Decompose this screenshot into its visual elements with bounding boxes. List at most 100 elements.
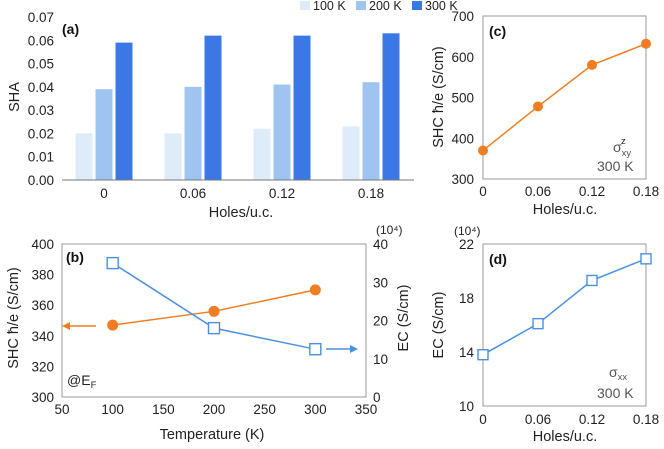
y2-tick-label: 30 xyxy=(373,275,388,290)
panel-d-label: (d) xyxy=(489,251,507,267)
x-tick-label: 0 xyxy=(479,184,487,199)
y-tick-label: 0.02 xyxy=(28,126,54,141)
ec-series-line xyxy=(482,258,647,356)
ec-point xyxy=(586,274,598,287)
legend-label-100k: 100 K xyxy=(313,0,346,13)
y2-tick-label: 0 xyxy=(373,390,381,405)
panel-c-label: (c) xyxy=(489,23,506,39)
panel-d: (10⁴) (d) 10 14 18 22 0 0.06 0.12 0.18 σxx 300… xyxy=(431,224,659,445)
panel-b-right-arrow-icon xyxy=(350,345,358,353)
panel-b-y-ticks: 300 320 340 360 380 400 xyxy=(31,237,54,405)
shc-series-line xyxy=(482,43,647,152)
x-tick-label: 0.06 xyxy=(525,412,551,427)
y-tick-label: 360 xyxy=(31,298,54,313)
panel-d-x-label: Holes/u.c. xyxy=(533,429,597,445)
panel-d-sigma: σ xyxy=(609,364,618,380)
y2-tick-label: 10 xyxy=(373,352,388,367)
panel-b-annotation-base: @E xyxy=(67,372,91,388)
y-tick-label: 10 xyxy=(459,399,474,414)
panel-d-y-ticks: 10 14 18 22 xyxy=(459,237,475,414)
y-tick-label: 320 xyxy=(31,359,54,374)
bar xyxy=(184,86,202,180)
x-tick-label: 0.18 xyxy=(633,412,659,427)
panel-b-y2-label: EC (S/cm) xyxy=(396,285,412,352)
bar xyxy=(253,128,271,180)
panel-c-temp: 300 K xyxy=(597,158,634,174)
x-tick-label: 0.18 xyxy=(358,186,384,201)
panel-a-x-ticks: 0 0.06 0.12 0.18 xyxy=(100,186,384,201)
x-tick-label: 0.18 xyxy=(633,184,659,199)
panel-c-sigma-sup: z xyxy=(621,136,626,147)
shc-point xyxy=(309,284,321,296)
x-tick-label: 300 xyxy=(304,402,327,417)
panel-b-y-label: SHC ħ/e (S/cm) xyxy=(6,267,22,369)
ec-point xyxy=(532,317,544,330)
y-tick-label: 0.07 xyxy=(28,10,54,25)
bar xyxy=(362,82,380,180)
y-tick-label: 0.03 xyxy=(28,103,54,118)
ec-point xyxy=(477,349,489,361)
y-tick-label: 400 xyxy=(451,131,474,146)
x-tick-label: 0.06 xyxy=(180,186,206,201)
shc-point xyxy=(208,305,220,317)
legend-label-200k: 200 K xyxy=(369,0,402,13)
y-tick-label: 600 xyxy=(451,50,474,65)
y-tick-label: 300 xyxy=(451,172,474,187)
panel-c-sigma-label: σxy xyxy=(613,139,631,159)
panel-b-y2-ticks: 0 10 20 30 40 xyxy=(373,237,388,405)
panel-b-series xyxy=(106,256,322,356)
legend-label-300k: 300 K xyxy=(425,0,458,13)
y-tick-label: 0.00 xyxy=(28,173,54,188)
y-tick-label: 22 xyxy=(459,237,474,252)
legend-swatch-200k xyxy=(356,1,366,10)
panel-b-x-label: Temperature (K) xyxy=(160,427,265,443)
x-tick-label: 0 xyxy=(100,186,108,201)
panel-c-y-ticks: 300 400 500 600 700 xyxy=(451,9,474,187)
ec-point xyxy=(207,321,221,335)
shc-point xyxy=(641,38,651,49)
panel-d-x-ticks: 0 0.06 0.12 0.18 xyxy=(479,412,659,427)
y-tick-label: 0.05 xyxy=(28,57,54,72)
legend-swatch-100k xyxy=(300,1,310,10)
panel-c-y-label: SHC ħ/e (S/cm) xyxy=(431,46,447,148)
x-tick-label: 350 xyxy=(355,402,378,417)
bar xyxy=(95,89,113,180)
x-tick-label: 200 xyxy=(203,402,226,417)
x-tick-label: 0.12 xyxy=(579,412,605,427)
x-tick-label: 0 xyxy=(479,412,487,427)
panel-c-series xyxy=(478,38,651,156)
panel-b-annotation: @EF xyxy=(67,372,97,391)
panel-c-x-ticks: 0 0.06 0.12 0.18 xyxy=(479,184,659,199)
panel-d-temp: 300 K xyxy=(597,385,634,401)
y-tick-label: 0.04 xyxy=(28,80,55,95)
x-tick-label: 100 xyxy=(101,402,124,417)
x-tick-label: 50 xyxy=(54,402,69,417)
bar xyxy=(273,84,291,180)
bar xyxy=(204,35,222,180)
panel-a-label: (a) xyxy=(62,21,79,37)
y-tick-label: 700 xyxy=(451,9,474,24)
y-tick-label: 14 xyxy=(459,345,475,360)
y-tick-label: 340 xyxy=(31,329,54,344)
panel-a-bars xyxy=(75,33,400,180)
panel-d-series xyxy=(477,253,652,361)
panel-d-y-unit: (10⁴) xyxy=(454,224,481,238)
y-tick-label: 500 xyxy=(451,91,474,106)
y-tick-label: 400 xyxy=(31,237,54,252)
panel-b-annotation-sub: F xyxy=(91,380,97,391)
panel-b-label: (b) xyxy=(66,249,84,265)
y2-tick-label: 40 xyxy=(373,237,388,252)
x-tick-label: 0.12 xyxy=(269,186,295,201)
panel-a-y-label: SHA xyxy=(7,82,23,112)
panel-d-frame xyxy=(482,243,647,407)
bar xyxy=(75,133,93,180)
panel-d-sigma-sub: xx xyxy=(618,372,628,383)
panel-a-x-label: Holes/u.c. xyxy=(209,205,273,221)
shc-point xyxy=(533,101,543,112)
x-tick-label: 0.06 xyxy=(525,184,551,199)
x-tick-label: 150 xyxy=(152,402,175,417)
ec-point xyxy=(309,342,322,356)
panel-c-sigma: σ xyxy=(613,139,622,155)
y-tick-label: 0.01 xyxy=(28,150,54,165)
y-tick-label: 0.06 xyxy=(28,33,54,48)
